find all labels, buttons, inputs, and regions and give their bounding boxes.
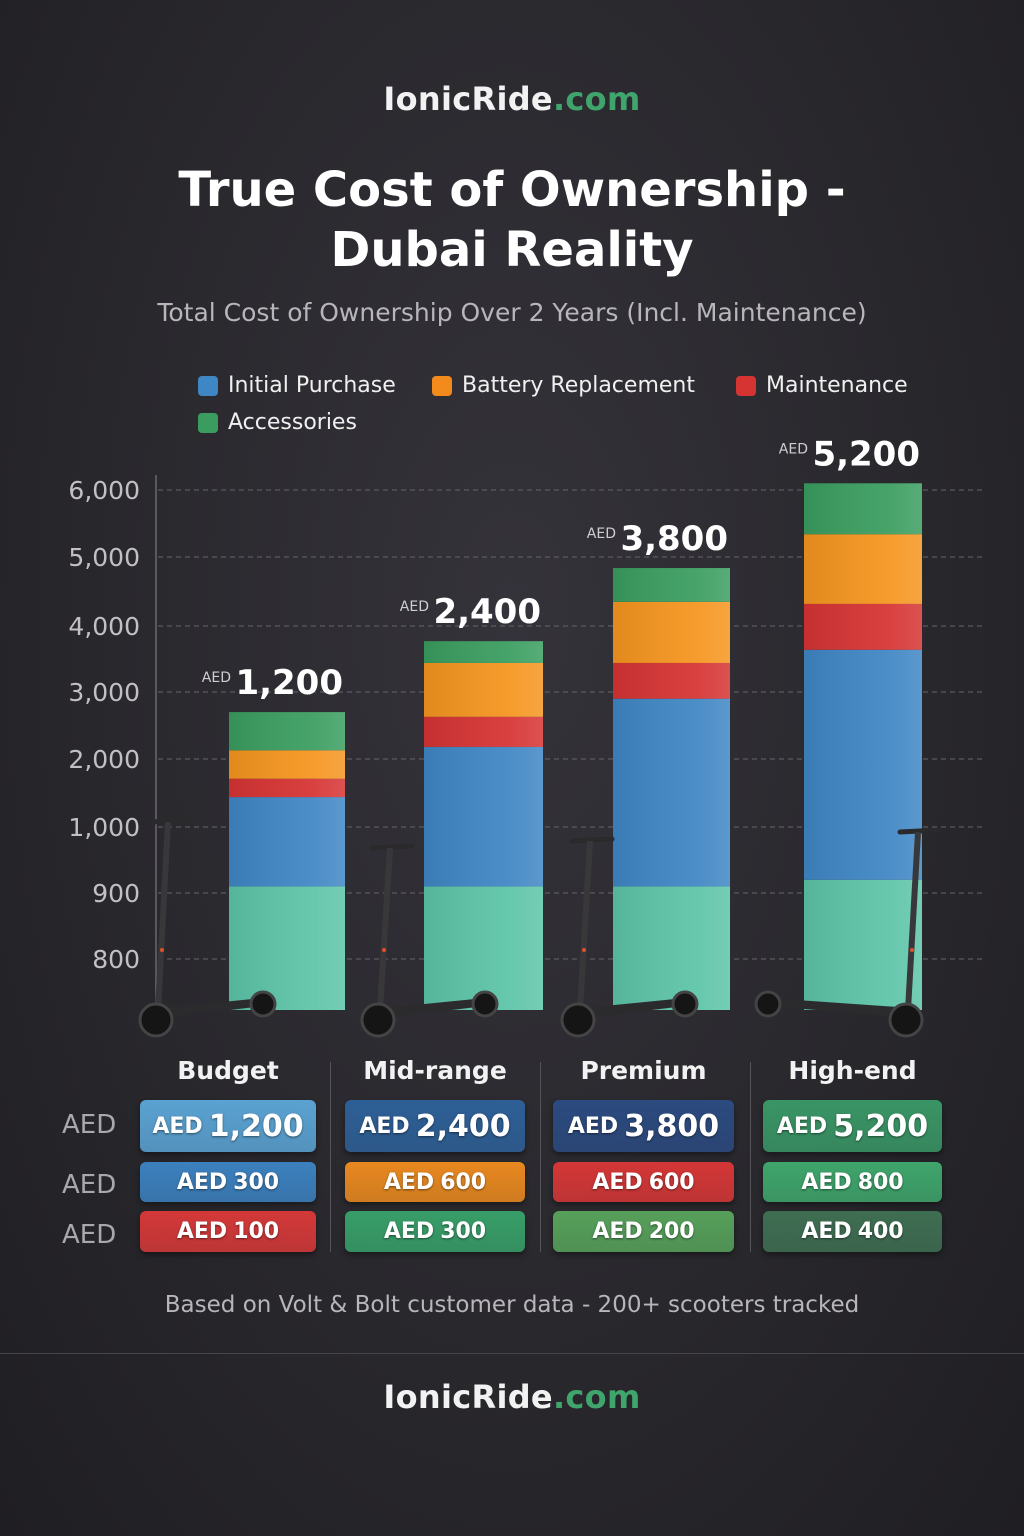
cost-cell: AED 300 [140, 1162, 316, 1202]
legend-swatch [736, 375, 756, 396]
column-header: Mid-range [363, 1056, 507, 1085]
bar-total-label: AED 3,800 [587, 519, 728, 559]
cell-currency: AED [801, 1169, 852, 1195]
column-divider [540, 1062, 541, 1252]
cell-currency: AED [801, 1219, 852, 1244]
bar-total-label: AED 1,200 [202, 663, 343, 703]
legend-label: Initial Purchase [228, 373, 396, 398]
y-tick-label: 900 [92, 879, 140, 908]
legend-item-accessories: Accessories [198, 410, 357, 435]
legend-swatch [432, 375, 452, 396]
cell-currency: AED [592, 1219, 643, 1244]
row-label: AED [62, 1110, 117, 1140]
cost-cell: AED 2,400 [345, 1100, 525, 1152]
title-line-1: True Cost of Ownership - [178, 162, 846, 218]
brand-name: IonicRide [383, 1378, 553, 1416]
cost-cell: AED 3,800 [553, 1100, 734, 1152]
cell-value: 2,400 [415, 1108, 511, 1144]
footer-divider [0, 1353, 1024, 1354]
legend-swatch [198, 375, 218, 396]
legend-label: Accessories [228, 410, 357, 435]
legend-swatch [198, 412, 218, 433]
cell-currency: AED [359, 1113, 410, 1139]
column-header: High-end [788, 1056, 917, 1085]
cell-value: 3,800 [624, 1108, 720, 1144]
cell-currency: AED [592, 1169, 643, 1195]
cost-cell: AED 300 [345, 1211, 525, 1252]
brand-domain: .com [552, 80, 641, 118]
cost-cell: AED 1,200 [140, 1100, 316, 1152]
cell-value: 100 [233, 1219, 280, 1244]
cost-cell: AED 200 [553, 1211, 734, 1252]
legend-item-maintenance: Maintenance [736, 373, 908, 398]
source-note: Based on Volt & Bolt customer data - 200… [164, 1292, 860, 1318]
cell-currency: AED [383, 1169, 435, 1195]
cell-value: 300 [233, 1169, 280, 1195]
cell-currency: AED [176, 1169, 228, 1195]
brand-logo-bottom: IonicRide.com [0, 1378, 1024, 1416]
bar-sheen [613, 568, 730, 1010]
bar-sheen [229, 712, 345, 1010]
stacked-bar-chart: 6,000 5,000 4,000 3,000 2,000 1,000 900 800 AED … [68, 434, 985, 1038]
column-header: Budget [177, 1056, 279, 1085]
bar-total-label: AED 5,200 [779, 434, 920, 474]
cell-value: 400 [857, 1219, 904, 1244]
y-tick-label: 4,000 [68, 612, 140, 641]
cell-currency: AED [567, 1113, 619, 1139]
scooter-illustration [138, 817, 277, 1038]
cost-cell: AED 600 [345, 1162, 525, 1202]
cell-currency: AED [383, 1219, 435, 1244]
legend-label: Battery Replacement [462, 373, 695, 398]
scooter-illustration [560, 836, 699, 1038]
title-line-2: Dubai Reality [330, 222, 694, 278]
subtitle: Total Cost of Ownership Over 2 Years (In… [157, 298, 867, 327]
cost-cell: AED 400 [763, 1211, 942, 1252]
cell-value: 800 [857, 1169, 904, 1195]
legend-item-battery-replacement: Battery Replacement [432, 373, 695, 398]
brand-logo-top: IonicRide.com [0, 80, 1024, 118]
cost-cell: AED 5,200 [763, 1100, 942, 1152]
cell-value: 300 [440, 1219, 487, 1244]
brand-name: IonicRide [383, 80, 553, 118]
cell-value: 5,200 [833, 1108, 929, 1144]
cell-currency: AED [152, 1113, 203, 1139]
scooter-illustration [754, 827, 943, 1038]
cell-value: 200 [648, 1219, 695, 1244]
cell-value: 600 [440, 1169, 487, 1195]
cost-cell: AED 800 [763, 1162, 942, 1202]
legend-label: Maintenance [766, 373, 908, 398]
cell-currency: AED [176, 1219, 228, 1244]
y-tick-label: 6,000 [68, 476, 140, 505]
column-divider [330, 1062, 331, 1252]
cell-value: 1,200 [208, 1108, 304, 1144]
cost-cell: AED 100 [140, 1211, 316, 1252]
brand-domain: .com [552, 1378, 641, 1416]
column-header: Premium [580, 1056, 707, 1085]
row-label: AED [62, 1220, 117, 1250]
bar-sheen [804, 483, 922, 1010]
y-tick-label: 3,000 [68, 678, 140, 707]
legend-item-initial-purchase: Initial Purchase [198, 373, 396, 398]
bar-sheen [424, 641, 543, 1010]
y-tick-label: 1,000 [68, 813, 140, 842]
y-tick-label: 5,000 [68, 543, 140, 572]
column-divider [750, 1062, 751, 1252]
row-label: AED [62, 1170, 117, 1200]
cell-currency: AED [776, 1113, 828, 1139]
cost-cell: AED 600 [553, 1162, 734, 1202]
page-title: True Cost of Ownership - Dubai Reality [0, 160, 1024, 280]
cell-value: 600 [648, 1169, 695, 1195]
scooter-illustration [360, 843, 499, 1038]
y-tick-label: 2,000 [68, 745, 140, 774]
bar-total-label: AED 2,400 [400, 592, 541, 632]
y-tick-label: 800 [92, 945, 140, 974]
